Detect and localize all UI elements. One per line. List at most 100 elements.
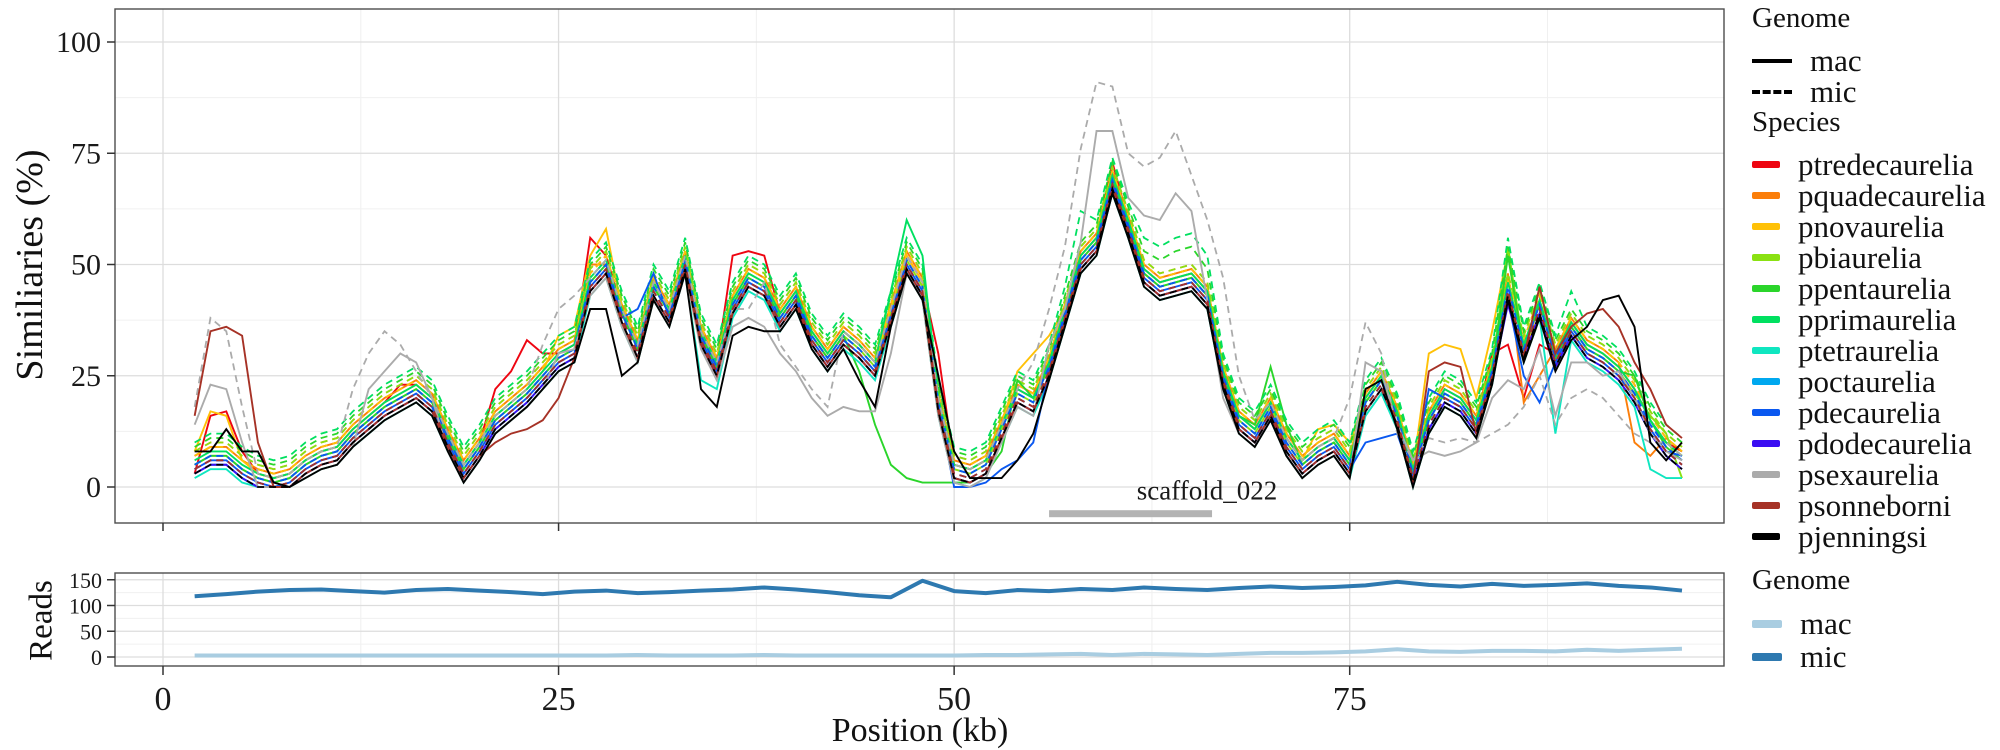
legend-species-item: pdodecaurelia [1702,428,1986,459]
x-tick-label: 75 [1333,681,1367,718]
legend-species-label: ptredecaurelia [1798,147,1974,182]
legend-species-item: pjenningsi [1702,521,1986,552]
reads-y-tick-label: 50 [80,619,102,644]
species-color-swatch [1752,533,1780,540]
x-tick-label: 0 [155,681,172,718]
legend-species-item: pnovaurelia [1702,211,1986,242]
legend-genome-label: mac [1810,43,1862,78]
x-axis-title: Position (kb) [831,712,1009,749]
main-y-tick-label: 50 [71,249,101,282]
legend-reads-label: mac [1800,606,1852,641]
legend-genome: Genome mac mic [1702,2,1862,107]
series-pjenningsi-mac [194,190,1683,491]
legend-species-item: psonneborni [1702,490,1986,521]
series-pnovaurelia-mic [194,167,1683,475]
legend-reads: Genome mac mic [1702,564,1852,673]
dashed-line-swatch [1752,89,1792,94]
species-color-swatch [1752,440,1780,447]
legend-reads-item-mic: mic [1702,640,1852,673]
legend-species-item: pquadecaurelia [1702,180,1986,211]
legend-species-label: ptetraurelia [1798,333,1940,368]
solid-line-swatch [1752,58,1792,63]
legend-species-item: ptetraurelia [1702,335,1986,366]
main-y-tick-label: 25 [71,360,101,393]
main-panel: scaffold_022 0 25 50 75 100 [56,8,1725,531]
series-ptetraurelia-mic [194,181,1683,488]
legend-species-label: pdodecaurelia [1798,426,1972,461]
x-tick-label: 25 [542,681,576,718]
main-y-tick-label: 0 [86,471,101,504]
legend-species-label: pquadecaurelia [1798,178,1986,213]
series-pnovaurelia-mac [193,172,1683,480]
series-pprimaurelia-mac [194,172,1683,480]
series-pdecaurelia-mac [194,181,1683,488]
main-y-axis-title: Similiaries (%) [9,149,51,381]
main-y-tick-label: 100 [56,26,101,59]
legend-genome-item-mac: mac [1702,45,1862,76]
legend-species-label: pjenningsi [1798,519,1928,554]
series-psonneborni-mic [194,181,1683,488]
series-ppentaurelia-mic [194,159,1683,466]
legend-species-title: Species [1752,106,1841,138]
series-pbiaurelia-mic [194,163,1683,471]
reads-y-tick-label: 0 [91,645,102,670]
series-poctaurelia-mic [194,176,1683,484]
legend-species-label: pnovaurelia [1798,209,1945,244]
species-color-swatch [1752,347,1780,354]
species-color-swatch [1752,223,1780,230]
series-psonneborni-mac [193,185,1683,488]
reads-series-mac [194,646,1683,658]
series-pjenningsi-mic [194,185,1683,488]
legend-genome-label: mic [1810,74,1857,109]
species-color-swatch [1752,254,1780,261]
legend-genome-item-mic: mic [1702,76,1862,107]
series-pdecaurelia-mic [194,176,1683,484]
species-color-swatch [1752,316,1780,323]
legend-species-label: poctaurelia [1798,364,1936,399]
legend-species-label: pprimaurelia [1798,302,1957,337]
main-panel-border [114,8,1725,524]
species-color-swatch [1752,285,1780,292]
legend-species-item: poctaurelia [1702,366,1986,397]
species-color-swatch [1752,471,1780,478]
series-psexaurelia-mic [193,80,1683,480]
legend-species-item: pdecaurelia [1702,397,1986,428]
legend-species-item: ppentaurelia [1702,273,1986,304]
series-pquadecaurelia-mic [194,163,1683,471]
reads-series-mic [194,578,1683,600]
legend-species-item: pprimaurelia [1702,304,1986,335]
series-psexaurelia-mac [193,130,1683,489]
scaffold-bar [1049,510,1213,518]
species-color-swatch [1752,409,1780,416]
legend-species-label: psexaurelia [1798,457,1940,492]
mic-color-swatch [1752,652,1782,661]
legend-species-label: pbiaurelia [1798,240,1922,275]
mac-color-swatch [1752,619,1782,628]
main-y-tick-label: 75 [71,137,101,170]
legend-reads-item-mac: mac [1702,607,1852,640]
series-pquadecaurelia-mac [194,167,1683,475]
species-color-swatch [1752,502,1780,509]
reads-y-tick-label: 100 [69,594,102,619]
legend-species-label: psonneborni [1798,488,1952,523]
species-color-swatch [1752,192,1780,199]
legend-species-label: ppentaurelia [1798,271,1952,306]
legend-species-item: psexaurelia [1702,459,1986,490]
main-series [193,80,1683,491]
x-tick-label: 50 [937,681,971,718]
series-pdodecaurelia-mic [194,181,1683,488]
series-pdodecaurelia-mac [194,185,1683,488]
species-color-swatch [1752,161,1780,168]
species-color-swatch [1752,378,1780,385]
legend-reads-title: Genome [1752,564,1851,596]
series-ppentaurelia-mac [194,176,1683,484]
series-poctaurelia-mac [194,185,1683,488]
legend-genome-title: Genome [1752,2,1851,34]
reads-panel-border [114,572,1725,667]
scaffold-label: scaffold_022 [1137,476,1277,506]
legend-reads-label: mic [1800,639,1847,674]
legend-species-item: pbiaurelia [1702,242,1986,273]
